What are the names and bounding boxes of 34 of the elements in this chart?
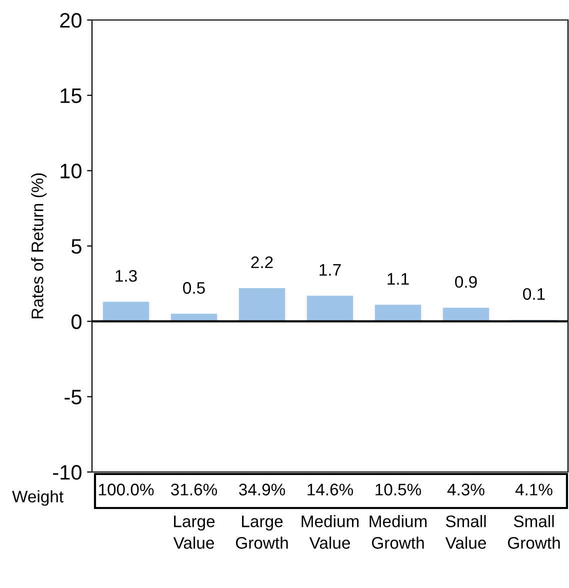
x-tick-label: Small Value — [445, 515, 486, 549]
x-tick-label: Medium Growth — [370, 515, 427, 549]
bar — [374, 304, 422, 322]
x-tick-label: Large Value — [173, 516, 215, 549]
data-label: 2.2 — [251, 256, 273, 268]
text: Weight — [12, 490, 64, 506]
text: 4.1% — [515, 484, 552, 496]
text: 31.6% — [171, 484, 218, 496]
y-tick-label: 0 — [72, 314, 82, 330]
data-label: 0.9 — [455, 276, 477, 288]
bar — [442, 308, 490, 322]
text: 14.6% — [308, 484, 354, 496]
text: 100.0% — [99, 484, 154, 496]
text: 34.9% — [239, 484, 286, 496]
y-axis-title: Rates of Return (%) — [31, 173, 47, 318]
text: 10.5% — [376, 484, 422, 496]
y-tick-label: -5 — [64, 390, 82, 404]
y-tick-label: 20 — [60, 13, 82, 28]
text: 4.3% — [447, 484, 484, 496]
y-tick-label: -10 — [53, 465, 82, 480]
y-tick-label: 15 — [60, 88, 82, 104]
y-tick-label: 10 — [60, 164, 82, 178]
x-tick-label: Small Growth — [508, 515, 560, 549]
data-label: 1.3 — [116, 270, 137, 282]
y-tick-label: 5 — [72, 239, 82, 254]
bar — [238, 288, 286, 322]
bar — [102, 302, 150, 322]
data-label: 0.5 — [183, 282, 205, 294]
data-label: 0.1 — [523, 288, 545, 300]
x-tick-label: Large Growth — [236, 516, 288, 549]
data-label: 1.7 — [320, 264, 341, 276]
x-tick-label: Medium Value — [302, 515, 359, 549]
data-label: 1.1 — [388, 273, 409, 285]
bar — [306, 296, 354, 322]
